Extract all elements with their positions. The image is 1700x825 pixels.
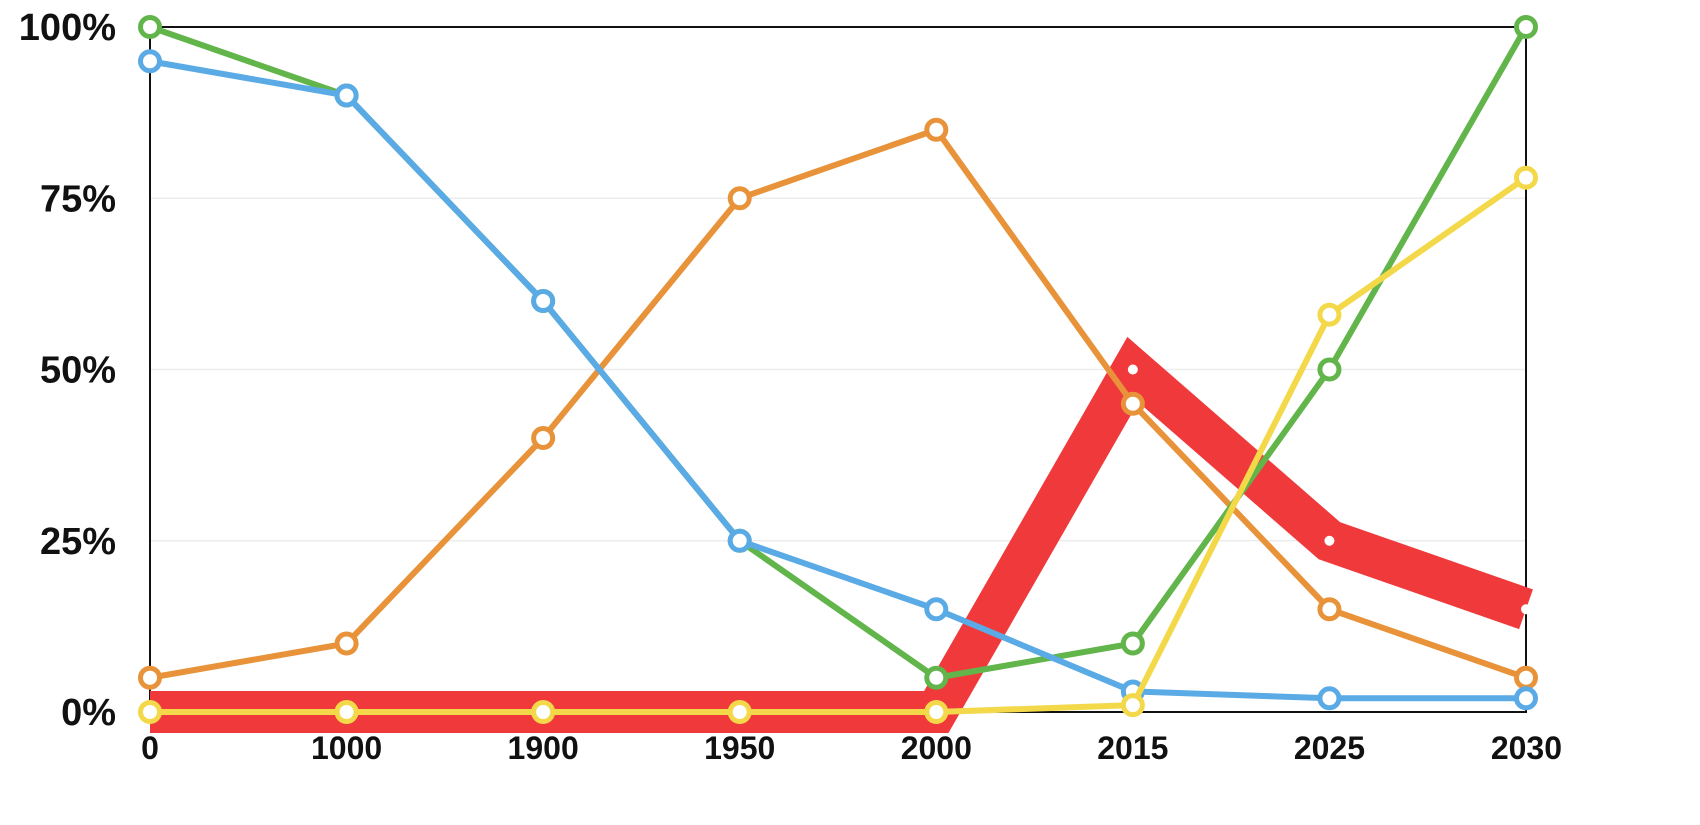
- data-point: [1514, 686, 1538, 711]
- data-point: [138, 49, 162, 74]
- series-1: [138, 117, 1538, 690]
- data-point: [531, 426, 556, 450]
- data-point: [1317, 357, 1342, 382]
- data-point: [138, 15, 162, 39]
- y-tick-label: 25%: [40, 521, 116, 563]
- x-axis-ticks: 0 1000 1900 1950 2000 2015 2025 2030: [141, 730, 1562, 766]
- data-point: [334, 631, 359, 656]
- data-point: [924, 700, 949, 724]
- series-2: [138, 15, 1538, 690]
- data-point: [727, 700, 752, 724]
- y-tick-label: 50%: [40, 350, 116, 392]
- x-tick-label: 0: [141, 730, 159, 766]
- grid: [150, 197, 1526, 542]
- x-tick-label: 1000: [311, 730, 382, 766]
- data-point: [334, 700, 359, 724]
- series-4: [138, 165, 1538, 724]
- x-tick-label: 2030: [1491, 730, 1562, 766]
- data-point: [1324, 535, 1335, 546]
- data-point: [1514, 165, 1538, 190]
- data-point: [1120, 391, 1145, 416]
- data-point: [1317, 686, 1342, 711]
- data-point: [334, 83, 359, 108]
- data-point: [727, 186, 752, 211]
- data-point: [1317, 302, 1342, 327]
- x-tick-label: 2025: [1294, 730, 1365, 766]
- series-line: [147, 126, 1529, 681]
- data-point: [1120, 693, 1145, 718]
- y-tick-label: 0%: [61, 692, 116, 734]
- data-point: [1127, 364, 1138, 375]
- y-tick-label: 100%: [19, 7, 116, 49]
- series-line: [147, 174, 1529, 715]
- data-point: [1120, 631, 1145, 656]
- x-tick-label: 1950: [704, 730, 775, 766]
- x-tick-label: 1900: [508, 730, 579, 766]
- x-tick-label: 2000: [901, 730, 972, 766]
- y-axis-ticks: 0% 25% 50% 75% 100%: [19, 7, 116, 734]
- x-tick-label: 2015: [1097, 730, 1168, 766]
- data-point: [727, 528, 752, 553]
- data-point: [1521, 604, 1531, 615]
- data-point: [924, 665, 949, 690]
- data-point: [924, 117, 949, 142]
- series-line: [147, 58, 1529, 702]
- data-point: [531, 289, 556, 313]
- series-group: [138, 15, 1538, 733]
- y-tick-label: 75%: [40, 178, 116, 220]
- data-point: [138, 665, 162, 690]
- data-point: [531, 700, 556, 724]
- data-point: [138, 700, 162, 724]
- data-point: [924, 597, 949, 622]
- data-point: [1514, 665, 1538, 690]
- data-point: [1317, 597, 1342, 622]
- data-point: [1514, 15, 1538, 39]
- series-line: [147, 24, 1529, 681]
